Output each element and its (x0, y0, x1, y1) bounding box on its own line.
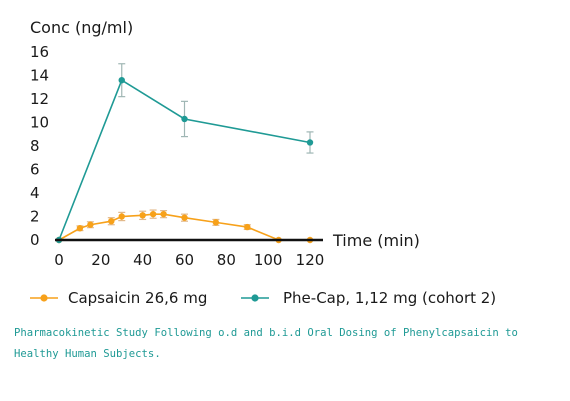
pk-chart: 0 2 4 6 8 10 12 14 16 0 20 40 60 80 100 120 Conc (ng/m… (30, 18, 496, 307)
data-point-phe-cap (181, 115, 188, 123)
y-tick-label: 14 (30, 67, 49, 85)
x-tick-label: 20 (91, 251, 110, 269)
x-axis-label: Time (min) (332, 231, 420, 250)
y-axis-label: Conc (ng/ml) (30, 18, 133, 37)
x-tick-label: 0 (54, 251, 64, 269)
legend-label-phe-cap: Phe-Cap, 1,12 mg (cohort 2) (283, 289, 496, 307)
x-tick-label: 120 (296, 251, 325, 269)
y-tick-label: 4 (30, 184, 40, 202)
legend-item-phe-cap: Phe-Cap, 1,12 mg (cohort 2) (241, 289, 496, 307)
data-point-capsaicin (181, 214, 188, 221)
y-tick-label: 0 (30, 231, 40, 249)
legend-marker-capsaicin (40, 294, 48, 302)
x-tick-label: 100 (254, 251, 283, 269)
y-tick-label: 8 (30, 137, 40, 155)
data-point-capsaicin (87, 221, 94, 228)
y-axis-ticks: 0 2 4 6 8 10 12 14 16 (30, 43, 49, 249)
y-tick-label: 10 (30, 114, 49, 132)
error-bars (76, 63, 314, 232)
data-point-capsaicin (108, 218, 115, 225)
x-tick-label: 80 (217, 251, 236, 269)
legend-label-capsaicin: Capsaicin 26,6 mg (68, 289, 207, 307)
data-point-capsaicin (76, 225, 84, 232)
y-tick-label: 6 (30, 161, 40, 179)
data-point-capsaicin (244, 223, 251, 231)
series-line-phe-cap (58, 79, 311, 241)
data-point-capsaicin (118, 213, 125, 220)
data-point-phe-cap (306, 139, 314, 146)
x-tick-label: 60 (175, 251, 194, 269)
y-tick-label: 2 (30, 208, 40, 226)
data-point-phe-cap (118, 77, 125, 84)
x-tick-label: 40 (133, 251, 152, 269)
y-tick-label: 12 (30, 90, 49, 108)
legend-item-capsaicin: Capsaicin 26,6 mg (30, 289, 207, 307)
data-point-capsaicin (139, 212, 146, 219)
x-axis-ticks: 0 20 40 60 80 100 120 (54, 251, 324, 269)
data-point-capsaicin (160, 210, 167, 218)
y-tick-label: 16 (30, 43, 49, 61)
legend: Capsaicin 26,6 mg Phe-Cap, 1,12 mg (coho… (30, 289, 496, 307)
data-point-capsaicin (212, 219, 220, 226)
figure-caption: Pharmacokinetic Study Following o.d and … (14, 327, 518, 360)
legend-marker-phe-cap (251, 294, 259, 302)
data-point-capsaicin (149, 210, 157, 218)
